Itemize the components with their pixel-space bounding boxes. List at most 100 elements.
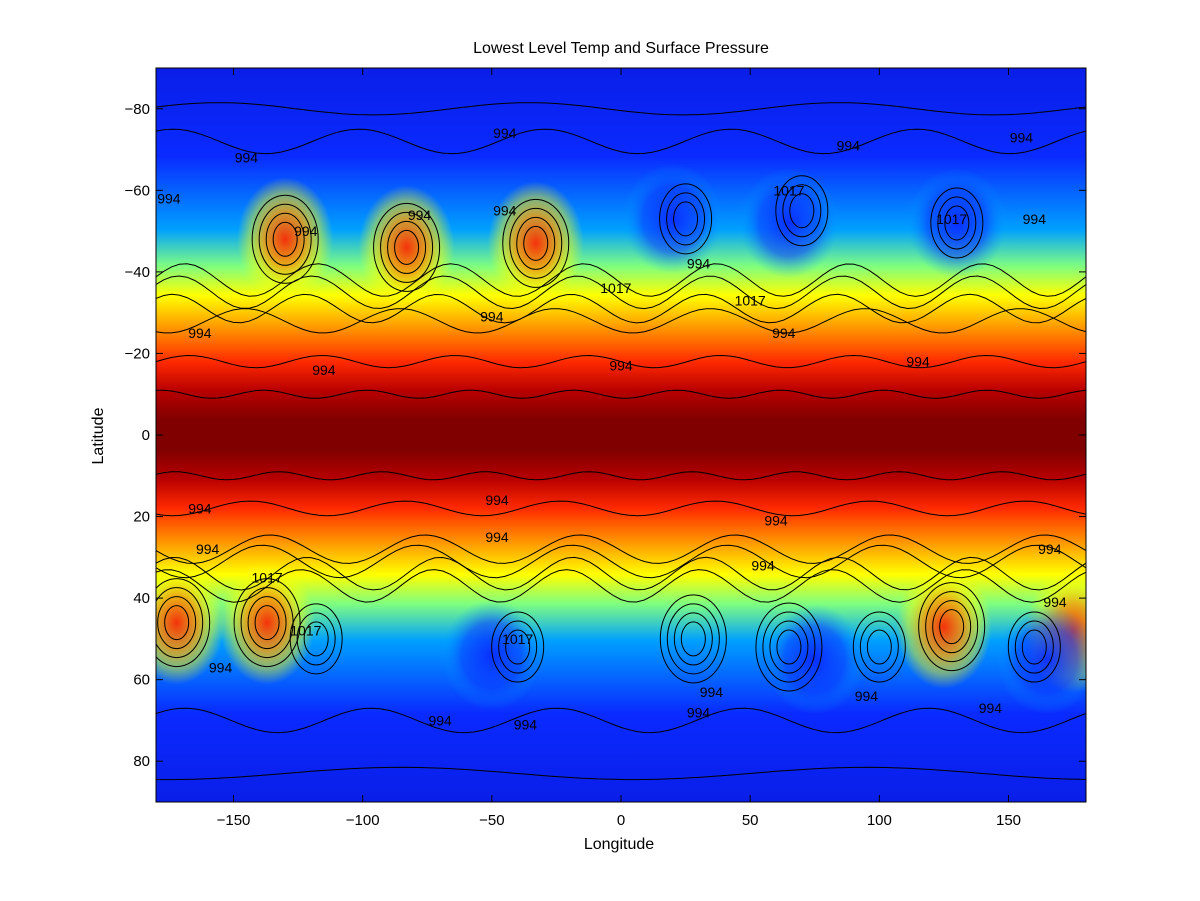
contour-label: 994 xyxy=(480,309,504,325)
isobar-ring xyxy=(247,596,287,650)
contour-label: 994 xyxy=(188,325,212,341)
warm-cell xyxy=(156,560,225,685)
isobar-ring xyxy=(918,582,986,672)
isobar-ring xyxy=(937,196,977,250)
contour-label: 994 xyxy=(687,704,711,720)
isobar-ring xyxy=(491,611,545,683)
cold-spots xyxy=(441,163,1086,715)
isobar-ring xyxy=(782,184,822,238)
contour-label: 994 xyxy=(514,717,538,733)
contour-label: 994 xyxy=(687,256,711,272)
y-axis: −80 −60 −40 −20 0 20 40 60 80 xyxy=(125,101,1086,770)
cold-cell xyxy=(738,167,839,278)
contour-label: 1017 xyxy=(252,570,283,586)
isobar-ring xyxy=(296,612,336,666)
x-tick-label: 100 xyxy=(867,812,892,829)
isobar xyxy=(156,263,1086,297)
isobar-ring xyxy=(673,201,699,237)
isobar-ring xyxy=(762,611,816,683)
plot-area: 994 994 994 994 994 1017 994 994 994 1017 994 994 10… xyxy=(156,68,1086,802)
isobar-ring xyxy=(251,194,319,284)
isobar xyxy=(156,102,1086,116)
isobar-ring xyxy=(866,629,892,665)
contour-label: 994 xyxy=(609,358,633,374)
isobar xyxy=(156,556,1086,591)
contour-label: 994 xyxy=(855,688,879,704)
contour-label: 994 xyxy=(209,659,233,675)
isobar xyxy=(156,471,1086,481)
isobar xyxy=(156,354,1086,369)
isobar-ring xyxy=(789,193,815,229)
isobar-ring xyxy=(505,629,531,665)
contour-label: 994 xyxy=(157,190,181,206)
isobar-ring xyxy=(925,591,979,663)
contour-label: 1017 xyxy=(600,280,631,296)
isobar-ring xyxy=(930,187,984,259)
contour-label: 994 xyxy=(772,325,796,341)
isobar-ring xyxy=(852,611,906,683)
contour-label: 994 xyxy=(764,513,788,529)
contour-label: 1017 xyxy=(773,182,804,198)
isobar-ring xyxy=(272,221,298,257)
isobar-ring xyxy=(939,609,965,645)
isobar xyxy=(156,707,1086,734)
cold-cell xyxy=(764,604,865,715)
contour-label: 994 xyxy=(188,500,212,516)
contour-label: 994 xyxy=(751,557,775,573)
cold-cell xyxy=(622,163,723,274)
isobar xyxy=(156,569,1086,603)
contour-label: 994 xyxy=(493,203,517,219)
y-tick-label: −60 xyxy=(125,182,150,199)
cold-cell xyxy=(997,604,1086,715)
contour-label: 994 xyxy=(979,700,1003,716)
contour-label: 994 xyxy=(408,207,432,223)
isobar-ring xyxy=(156,578,211,668)
contour-label: 1017 xyxy=(735,292,766,308)
y-tick-label: −20 xyxy=(125,345,150,362)
contour-label: 994 xyxy=(485,492,509,508)
contour-label: 994 xyxy=(1023,211,1047,227)
contour-label: 994 xyxy=(700,684,724,700)
isobar-ring xyxy=(387,220,427,274)
isobar-ring xyxy=(859,620,899,674)
contour-label: 994 xyxy=(196,541,220,557)
isobar xyxy=(156,544,1086,579)
isobar-ring xyxy=(156,587,204,659)
warm-cell xyxy=(487,181,584,306)
y-axis-label: Latitude xyxy=(90,407,107,464)
contour-label: 994 xyxy=(1038,541,1062,557)
warm-cell xyxy=(237,177,334,302)
isobar-ring xyxy=(673,612,713,666)
isobar-ring xyxy=(258,203,312,275)
x-tick-label: −100 xyxy=(346,812,380,829)
x-axis: −150 −100 −50 0 50 100 150 xyxy=(217,68,1021,829)
isobar-ring xyxy=(523,225,549,261)
contour-label: 994 xyxy=(485,529,509,545)
isobar-ring xyxy=(380,211,434,283)
isobar-ring xyxy=(498,620,538,674)
y-tick-label: −40 xyxy=(125,264,150,281)
isobar-ring xyxy=(755,602,823,692)
isobar-ring xyxy=(254,605,280,641)
pressure-contours xyxy=(156,102,1086,781)
isobar-ring xyxy=(769,620,809,674)
isobar-ring xyxy=(775,175,829,247)
isobar-ring xyxy=(516,216,556,270)
x-tick-label: 150 xyxy=(996,812,1021,829)
isobar-ring xyxy=(394,229,420,265)
isobar-ring xyxy=(373,202,441,292)
isobar-ring xyxy=(1014,620,1054,674)
isobar xyxy=(156,534,1086,564)
contour-label: 994 xyxy=(428,712,452,728)
contour-label: 994 xyxy=(1043,594,1067,610)
isobar-ring xyxy=(932,600,972,654)
isobar xyxy=(156,293,1086,324)
contour-label: 994 xyxy=(235,150,259,166)
x-tick-label: −50 xyxy=(479,812,504,829)
y-tick-label: −80 xyxy=(125,101,150,118)
contour-labels: 994 994 994 994 994 1017 994 994 994 1017 994 994 10… xyxy=(157,125,1067,733)
y-tick-label: 60 xyxy=(133,672,150,689)
isobar xyxy=(156,389,1086,399)
isobar-ring xyxy=(502,198,570,288)
